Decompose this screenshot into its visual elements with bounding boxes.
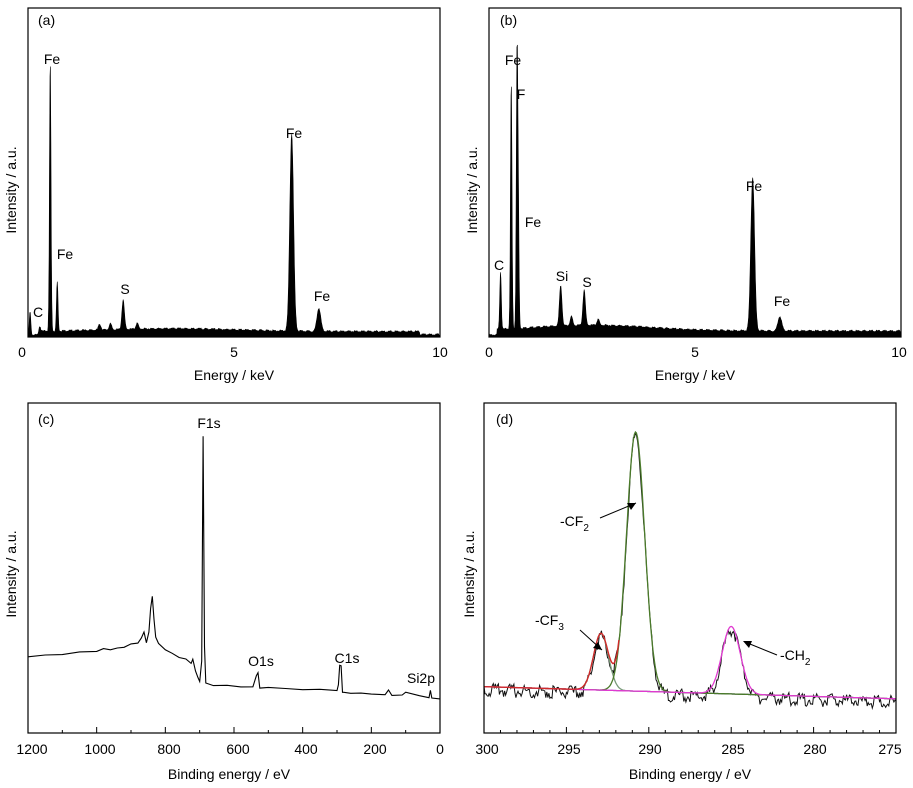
panel-b-ylabel: Intensity / a.u. [464, 146, 480, 233]
panel-d-xtick: 275 [878, 741, 902, 757]
annotation-cf3-text: -CF3 [535, 612, 564, 633]
panel-d: (d) 300 295 290 285 280 275 Binding ener… [461, 402, 902, 782]
panel-c-series-line [27, 436, 441, 700]
panel-c-xtick: 400 [294, 741, 318, 757]
panel-b-peak-label: S [582, 274, 591, 290]
panel-c-xtick: 200 [363, 741, 387, 757]
panel-a-spectrum [27, 66, 441, 338]
panel-b-peak-label: Si [556, 268, 568, 284]
panel-d-xtick: 300 [475, 741, 499, 757]
panel-a-label: (a) [38, 12, 55, 28]
panel-c-peak-label: C1s [335, 650, 360, 666]
panel-d-xtick: 280 [803, 741, 827, 757]
panel-a-plot [27, 66, 441, 338]
panel-a-frame [27, 7, 441, 338]
panel-c-xtick: 1200 [16, 741, 47, 757]
panel-a-xtick: 5 [230, 344, 238, 360]
panel-c-label: (c) [38, 411, 54, 427]
panel-d-experimental-line [483, 432, 897, 711]
panel-a-xlabel: Energy / keV [194, 367, 275, 383]
annotation-ch2-arrowhead [743, 641, 752, 648]
panel-d-ylabel: Intensity / a.u. [461, 530, 477, 617]
panel-b-xtick: 0 [485, 344, 493, 360]
annotation-cf2-arrowhead [627, 503, 636, 510]
panel-d-component-2-line [483, 430, 896, 700]
panel-b-peak-label: F [517, 86, 526, 102]
panel-d-xlabel: Binding energy / eV [629, 766, 752, 782]
panel-a: (a) 0 5 10 Energy / keV Intensity / a.u.… [3, 7, 448, 383]
panel-c-peak-label: F1s [197, 415, 220, 431]
annotation-cf3-arrowhead [593, 642, 602, 650]
panel-c-xtick: 600 [226, 741, 250, 757]
panel-d-xtick: 290 [638, 741, 662, 757]
panel-b-plot [488, 44, 902, 338]
panel-c-frame [27, 402, 441, 734]
panel-c-ylabel: Intensity / a.u. [3, 530, 19, 617]
panel-d-xtick: 295 [557, 741, 581, 757]
panel-a-xtick: 10 [432, 344, 448, 360]
panel-c-xtick: 800 [157, 741, 181, 757]
panel-a-peak-label: Fe [314, 288, 331, 304]
panel-a-peak-label: Fe [44, 51, 61, 67]
panel-d-xtick: 285 [721, 741, 745, 757]
annotation-ch2: -CH2 [743, 641, 811, 668]
panel-b-peak-label: Fe [525, 214, 542, 230]
panel-c: (c) 1200 1000 800 600 400 200 0 Binding … [3, 402, 444, 782]
panel-b-spectrum [488, 44, 902, 338]
panel-a-peak-label: Fe [286, 125, 303, 141]
panel-a-peak-label: Fe [57, 246, 74, 262]
panel-c-peak-label: O1s [248, 653, 274, 669]
panel-c-plot [27, 436, 441, 733]
panel-b-peak-label: Fe [774, 293, 791, 309]
annotation-cf2: -CF2 [560, 502, 637, 534]
panel-b-peak-label: C [494, 257, 504, 273]
panel-b-peak-label: Fe [746, 178, 763, 194]
panel-a-ylabel: Intensity / a.u. [3, 146, 19, 233]
panel-c-xlabel: Binding energy / eV [168, 766, 291, 782]
panel-b-peak-label: Fe [505, 52, 522, 68]
panel-b-xtick: 5 [691, 344, 699, 360]
annotation-ch2-text: -CH2 [780, 647, 811, 668]
panel-c-peak-label: Si2p [407, 670, 435, 686]
panel-b-label: (b) [500, 12, 517, 28]
panel-b-xlabel: Energy / keV [655, 367, 736, 383]
panel-b: (b) 0 5 10 Energy / keV Intensity / a.u.… [464, 7, 907, 383]
panel-b-frame [488, 7, 902, 338]
annotation-cf3: -CF3 [535, 612, 603, 651]
panel-d-plot [483, 430, 897, 733]
panel-c-xtick: 0 [436, 741, 444, 757]
panel-d-envelope-line [483, 632, 620, 690]
panel-a-peak-label: C [33, 304, 43, 320]
panel-b-xtick: 10 [891, 344, 907, 360]
panel-a-peak-label: S [120, 281, 129, 297]
panel-d-frame [483, 402, 897, 734]
panel-d-label: (d) [496, 411, 513, 427]
panel-c-xtick: 1000 [84, 741, 115, 757]
panel-a-xtick: 0 [18, 344, 26, 360]
annotation-cf2-text: -CF2 [560, 513, 589, 534]
